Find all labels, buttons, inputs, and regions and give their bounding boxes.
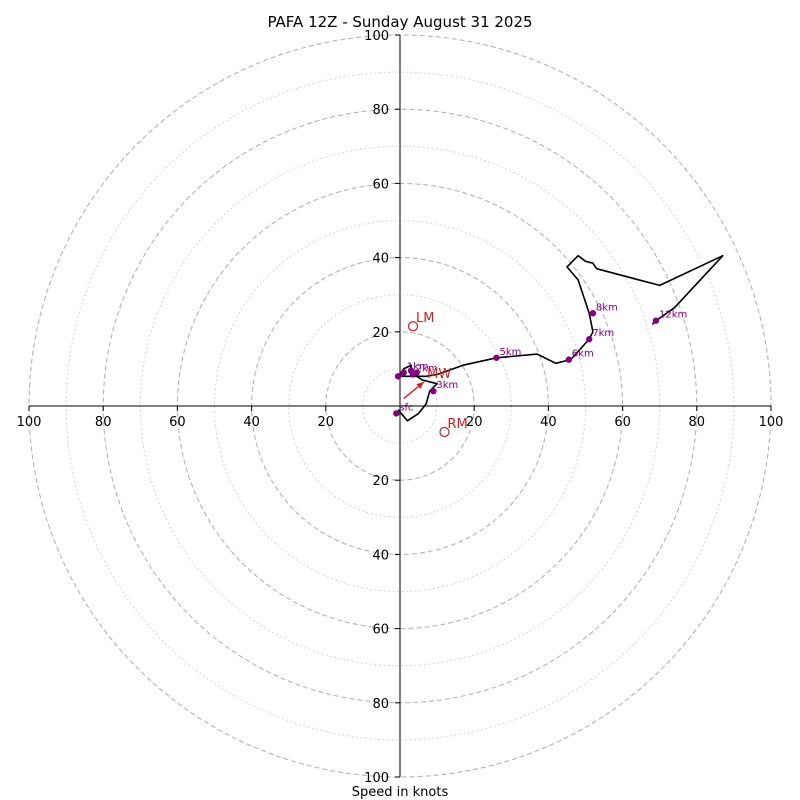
y-tick-label-top: 80 — [372, 103, 389, 118]
y-tick-label-bottom: 100 — [364, 771, 389, 786]
height-marker-dot — [493, 354, 500, 361]
height-marker-dot — [413, 369, 420, 376]
x-tick-label: 100 — [759, 415, 784, 430]
storm-motion-label: LM — [416, 311, 434, 326]
y-tick-label-top: 40 — [372, 252, 389, 267]
height-marker-label: 8km — [596, 302, 618, 313]
height-marker-dot — [394, 373, 402, 380]
height-marker-label: sfc — [399, 402, 413, 413]
height-marker-dot — [393, 410, 400, 417]
x-tick-label: 40 — [540, 415, 557, 430]
height-marker-dot — [652, 317, 660, 324]
height-marker-label: 12km — [659, 310, 687, 321]
y-tick-label-top: 20 — [372, 326, 389, 341]
x-tick-label: 100 — [17, 415, 42, 430]
height-marker-dot — [407, 367, 415, 374]
height-marker-dot — [589, 310, 597, 317]
height-marker-label: 1km — [407, 362, 429, 373]
tick-labels: 100 80 60 40 20 20 40 60 80 100 20 20 40 40 60 60 80 80 10… — [17, 29, 784, 786]
y-tick-label-top: 100 — [364, 29, 389, 44]
axes — [28, 34, 772, 778]
x-tick-label: 20 — [466, 415, 483, 430]
hodograph-trace-group — [397, 254, 724, 422]
chart-title: PAFA 12Z - Sunday August 31 2025 — [267, 13, 532, 31]
storm-motion-label: RM — [448, 417, 468, 432]
height-marker-label: 2km — [416, 363, 438, 374]
y-tick-label-bottom: 20 — [372, 474, 389, 489]
storm-motion-label: MW — [427, 367, 451, 382]
height-marker-dot — [430, 387, 437, 395]
x-tick-label: 80 — [95, 415, 112, 430]
x-tick-label: 60 — [169, 415, 186, 430]
x-tick-label: 40 — [243, 415, 260, 430]
height-marker-label: 6km — [572, 349, 594, 360]
shear-arrow-head — [416, 381, 425, 389]
x-axis-label: Speed in knots — [352, 785, 449, 800]
storm-motion-marker — [439, 426, 450, 438]
height-marker-label: 7km — [592, 328, 614, 339]
storm-motion-marker — [407, 321, 419, 332]
height-marker-label: 5km — [499, 347, 521, 358]
x-tick-label: 80 — [689, 415, 706, 430]
height-marker-dot — [586, 336, 593, 343]
y-tick-label-bottom: 80 — [372, 697, 389, 712]
height-marker-dot — [400, 369, 407, 376]
x-tick-label: 60 — [614, 415, 631, 430]
storm-motion-markers: LM RM MW — [407, 311, 468, 438]
y-tick-label-top: 60 — [372, 177, 389, 192]
height-marker-label: 3km — [436, 380, 458, 391]
x-tick-label: 20 — [318, 415, 335, 430]
y-tick-label-bottom: 40 — [372, 548, 389, 563]
height-marker-dot — [565, 356, 573, 363]
y-tick-label-bottom: 60 — [372, 623, 389, 638]
hodograph-trace — [397, 254, 724, 422]
